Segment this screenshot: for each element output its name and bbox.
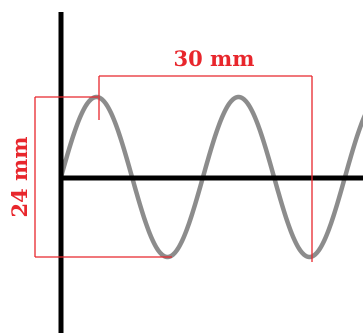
wavelength-dimension (98, 75, 313, 262)
amplitude-label: 24 mm (7, 137, 32, 218)
wave-curve (58, 94, 363, 260)
wavelength-label: 30 mm (174, 46, 255, 71)
amplitude-dimension (34, 96, 172, 258)
